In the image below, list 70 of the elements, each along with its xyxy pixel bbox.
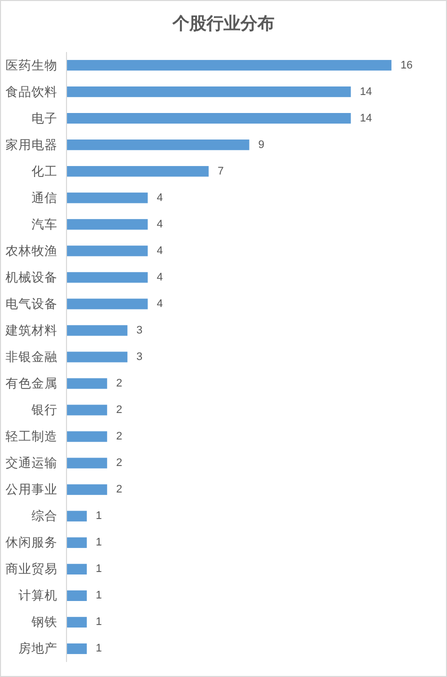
- data-label: 4: [156, 192, 163, 204]
- bar: [66, 590, 87, 601]
- bar: [66, 510, 87, 522]
- bar: [66, 60, 392, 71]
- y-tick-label: 家用电器: [6, 136, 58, 152]
- y-tick-label: 化工: [32, 164, 58, 178]
- y-tick-label: 非银金融: [6, 350, 58, 364]
- bar: [66, 564, 87, 574]
- y-tick-label: 汽车: [32, 217, 58, 232]
- bar: [66, 643, 87, 654]
- bar: [66, 616, 87, 628]
- y-tick-label: 医药生物: [6, 58, 58, 72]
- bar: [66, 246, 148, 256]
- data-label: 4: [156, 271, 163, 284]
- data-label: 1: [96, 536, 102, 549]
- y-tick-label: 农林牧渔: [6, 244, 58, 258]
- data-label: 14: [360, 112, 372, 124]
- y-tick-label: 综合: [32, 509, 58, 524]
- data-label: 4: [156, 218, 163, 230]
- data-label: 7: [218, 165, 224, 178]
- y-tick-label: 电气设备: [6, 296, 58, 311]
- data-label: 1: [96, 510, 102, 522]
- bar: [66, 272, 148, 283]
- y-tick-label: 通信: [32, 190, 58, 205]
- bar: [66, 298, 148, 310]
- y-tick-label: 商业贸易: [6, 562, 58, 576]
- data-label: 1: [96, 563, 102, 576]
- bar: [66, 458, 108, 468]
- data-label: 2: [116, 430, 122, 443]
- y-tick-label: 休闲服务: [6, 536, 58, 550]
- data-label: 4: [156, 298, 163, 310]
- bar: [66, 352, 128, 362]
- y-tick-label: 房地产: [18, 640, 58, 656]
- bar: [66, 537, 87, 548]
- y-tick-label: 有色金属: [6, 376, 58, 391]
- bar: [66, 431, 108, 442]
- data-label: 3: [136, 324, 143, 336]
- data-label: 16: [400, 59, 413, 72]
- y-tick-label: 建筑材料: [4, 323, 58, 338]
- bar: [66, 378, 108, 389]
- y-tick-label: 电子: [32, 111, 58, 126]
- chart-title: 个股行业分布: [172, 14, 274, 33]
- data-label: 4: [156, 244, 163, 257]
- y-tick-label: 公用事业: [6, 482, 58, 497]
- bar: [66, 166, 209, 177]
- bar: [66, 113, 351, 124]
- bar: [66, 219, 148, 230]
- bar: [66, 325, 128, 336]
- bar: [66, 484, 108, 495]
- y-tick-label: 机械设备: [6, 270, 58, 284]
- bar: [66, 404, 108, 416]
- data-label: 1: [96, 590, 102, 602]
- bar: [66, 140, 250, 150]
- data-label: 9: [258, 138, 264, 151]
- data-label: 14: [360, 86, 372, 98]
- data-label: 1: [96, 616, 102, 628]
- data-label: 2: [116, 404, 122, 416]
- data-label: 2: [116, 457, 122, 470]
- y-tick-label: 银行: [30, 403, 58, 418]
- data-label: 1: [96, 642, 102, 655]
- bar: [66, 192, 148, 204]
- y-tick-label: 轻工制造: [6, 430, 58, 444]
- y-tick-label: 交通运输: [6, 455, 58, 470]
- data-label: 2: [116, 378, 122, 390]
- y-tick-label: 食品饮料: [6, 84, 58, 99]
- y-tick-label: 计算机: [18, 588, 58, 603]
- data-label: 3: [136, 351, 143, 363]
- y-tick-label: 钢铁: [30, 615, 58, 630]
- bar: [66, 86, 351, 98]
- data-label: 2: [116, 484, 122, 496]
